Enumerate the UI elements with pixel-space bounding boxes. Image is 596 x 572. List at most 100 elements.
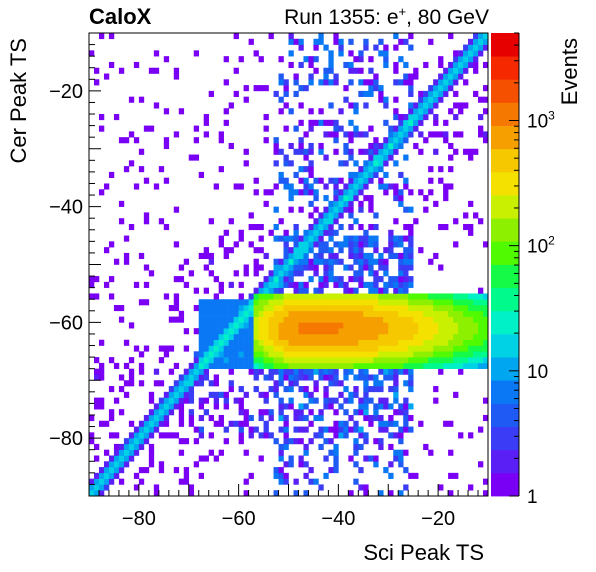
heatmap-cell [398,345,404,352]
heatmap-cell [238,183,244,190]
heatmap-cell [233,328,239,335]
heatmap-cell [353,252,359,260]
heatmap-cell [123,362,130,369]
heatmap-cell [293,299,299,306]
heatmap-cell [413,67,419,74]
heatmap-cell [278,414,284,422]
heatmap-cell [148,409,155,416]
heatmap-cell [358,368,364,375]
heatmap-cell [98,362,105,369]
heatmap-cell [218,131,224,138]
heatmap-cell [373,160,379,167]
heatmap-cell [293,148,299,155]
heatmap-cell [293,490,299,497]
heatmap-cell [118,467,125,474]
heatmap-cell [403,426,409,433]
heatmap-cell [388,420,394,427]
heatmap-cell [303,299,309,306]
heatmap-cell [138,426,145,433]
heatmap-cell [413,218,419,225]
heatmap-cell [218,339,224,346]
heatmap-cell [373,333,379,341]
heatmap-cell [323,258,329,265]
heatmap-cell [228,316,234,323]
y-tick-label: −80 [49,428,83,450]
heatmap-cell [348,223,354,231]
heatmap-cell [278,264,284,271]
heatmap-cell [473,305,479,312]
heatmap-cell [438,484,444,491]
heatmap-cell [458,67,464,74]
heatmap-cell [368,56,374,63]
heatmap-cell [388,403,394,410]
heatmap-cell [468,305,474,312]
heatmap-cell [303,177,309,184]
heatmap-cell [388,328,394,335]
heatmap-cell [473,56,479,63]
heatmap-cell [353,67,359,74]
heatmap-cell [333,177,339,184]
heatmap-cell [163,403,170,410]
heatmap-cell [418,247,424,254]
heatmap-cell [218,391,224,398]
heatmap-cell [393,449,399,456]
heatmap-cell [298,357,304,364]
heatmap-cell [348,148,354,155]
heatmap-cell [233,310,239,317]
heatmap-cell [333,455,339,462]
heatmap-cell [118,67,125,74]
heatmap-cell [198,414,205,422]
heatmap-cell [458,56,464,63]
heatmap-cell [408,293,414,300]
heatmap-cell [473,90,479,97]
heatmap-cell [108,467,115,474]
heatmap-cell [103,73,110,80]
heatmap-cell [133,426,140,433]
heatmap-cell [278,281,284,288]
heatmap-cell [413,102,419,109]
heatmap-cell [483,322,489,329]
heatmap-cell [333,397,339,404]
heatmap-cell [343,264,349,271]
heatmap-cell [403,345,409,352]
heatmap-cell [408,472,414,479]
heatmap-cell [323,154,329,161]
heatmap-cell [483,333,489,341]
heatmap-cell [278,426,284,433]
heatmap-cell [338,212,344,219]
heatmap-cell [303,351,309,358]
heatmap-cell [358,316,364,323]
heatmap-cell [308,223,314,231]
heatmap-cell [408,426,414,433]
heatmap-cell [108,409,115,416]
heatmap-cell [143,420,150,427]
heatmap-cell [418,351,424,358]
heatmap-cell [458,362,464,369]
heatmap-cell [303,339,309,346]
heatmap-cell [368,195,374,202]
heatmap-cell [443,119,449,126]
heatmap-cell [363,351,369,358]
heatmap-cell [428,258,434,265]
heatmap-cell [423,102,429,109]
heatmap-cell [213,316,219,323]
heatmap-cell [223,333,229,341]
heatmap-cell [293,328,299,335]
heatmap-cell [89,281,95,288]
heatmap-cell [363,484,369,491]
heatmap-cell [248,328,254,335]
heatmap-cell [283,351,289,358]
colorbar-tick-exponent: 3 [548,108,555,122]
heatmap-cell [248,299,254,306]
heatmap-cell [118,461,125,468]
heatmap-cell [373,241,379,248]
colorbar-tick-base: 10 [527,111,548,132]
heatmap-cell [323,293,329,300]
heatmap-cell [108,461,115,468]
heatmap-cell [398,142,404,150]
heatmap-cell [378,183,384,190]
heatmap-cell [313,264,319,271]
heatmap-cell [338,345,344,352]
heatmap-cell [433,96,439,103]
heatmap-cell [328,270,334,277]
